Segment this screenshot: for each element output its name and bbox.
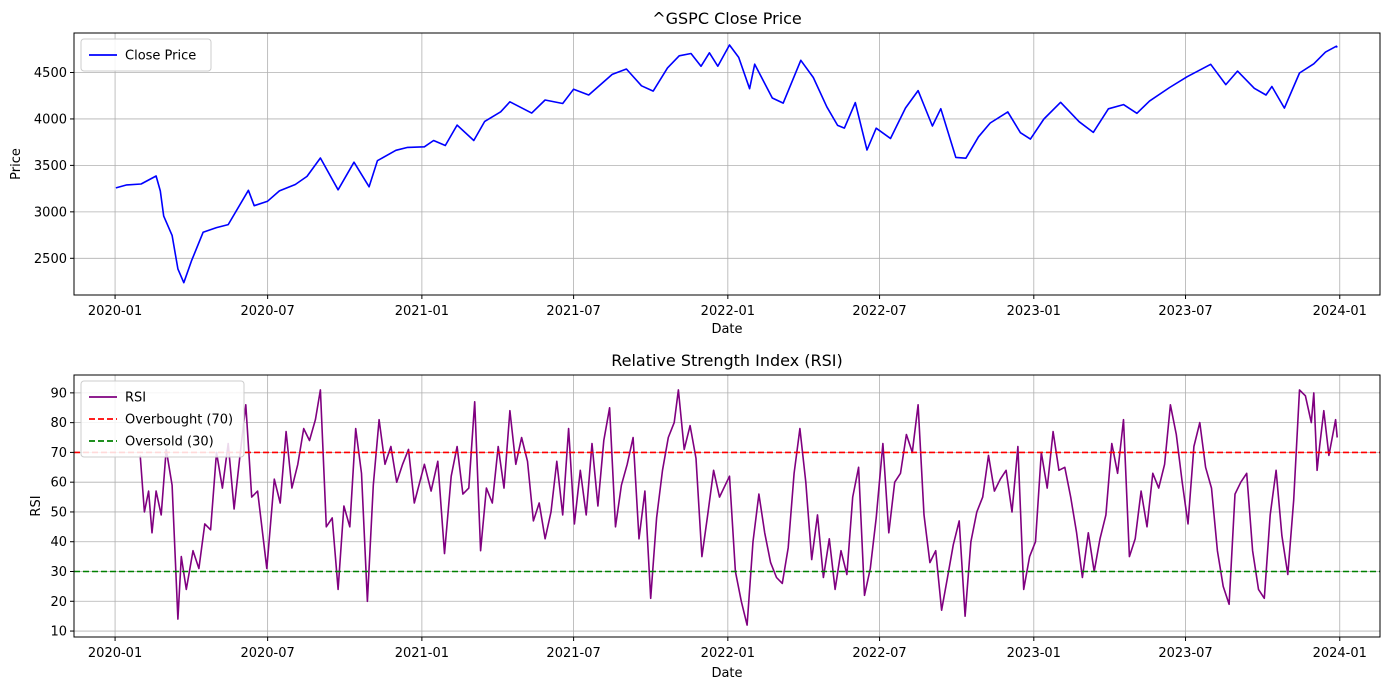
- x-tick-label: 2023-07: [1158, 646, 1212, 661]
- y-tick-label: 90: [50, 386, 67, 401]
- y-tick-label: 20: [50, 595, 67, 610]
- plot-frame: [73, 32, 1381, 296]
- x-tick-label: 2023-07: [1158, 304, 1212, 319]
- chart-title: ^GSPC Close Price: [652, 9, 802, 28]
- y-tick-label: 3500: [34, 159, 67, 174]
- y-tick-label: 40: [50, 535, 67, 550]
- x-tick-label: 2021-07: [546, 304, 600, 319]
- x-tick-label: 2021-01: [395, 304, 449, 319]
- y-tick-label: 70: [50, 446, 67, 461]
- x-tick-label: 2022-01: [701, 646, 755, 661]
- y-tick-label: 80: [50, 416, 67, 431]
- x-tick-label: 2020-01: [88, 304, 142, 319]
- x-tick-label: 2023-01: [1007, 304, 1061, 319]
- y-tick-label: 10: [50, 625, 67, 640]
- legend-label: Oversold (30): [125, 435, 214, 450]
- legend-box: [80, 38, 212, 72]
- price-chart-panel: 2020-01 2020-07 2021-01 2021-07 2022-01 2022-…: [9, 9, 1381, 337]
- x-tick-label: 2024-01: [1313, 304, 1367, 319]
- legend: Close Price: [80, 38, 212, 72]
- x-tick-label: 2022-07: [852, 646, 906, 661]
- x-tick-label: 2020-01: [88, 646, 142, 661]
- legend-label: Close Price: [125, 49, 196, 64]
- y-tick-label: 2500: [34, 252, 67, 267]
- x-tick-label: 2023-01: [1007, 646, 1061, 661]
- close-price-line: [115, 44, 1338, 284]
- y-tick-label: 60: [50, 476, 67, 491]
- x-tick-label: 2022-01: [701, 304, 755, 319]
- legend-box: [80, 380, 245, 458]
- y-axis-label: RSI: [29, 495, 44, 516]
- plot-frame: [73, 374, 1381, 638]
- y-tick-label: 3000: [34, 205, 67, 220]
- rsi-chart-panel: 2020-01 2020-07 2021-01 2021-07 2022-01 2022-…: [29, 351, 1381, 681]
- x-tick-label: 2020-07: [240, 646, 294, 661]
- y-tick-label: 4500: [34, 66, 67, 81]
- x-axis-label: Date: [711, 666, 742, 681]
- y-tick-label: 30: [50, 565, 67, 580]
- y-axis-label: Price: [9, 148, 24, 180]
- legend: RSI Overbought (70) Oversold (30): [80, 380, 245, 458]
- x-axis-label: Date: [711, 322, 742, 337]
- rsi-line: [139, 389, 1338, 626]
- legend-label: Overbought (70): [125, 413, 233, 428]
- x-tick-label: 2020-07: [240, 304, 294, 319]
- chart-title: Relative Strength Index (RSI): [611, 351, 843, 370]
- y-tick-label: 50: [50, 505, 67, 520]
- x-tick-label: 2022-07: [852, 304, 906, 319]
- x-tick-label: 2021-07: [546, 646, 600, 661]
- x-tick-label: 2024-01: [1313, 646, 1367, 661]
- legend-label: RSI: [125, 391, 146, 406]
- y-tick-label: 4000: [34, 112, 67, 127]
- x-tick-label: 2021-01: [395, 646, 449, 661]
